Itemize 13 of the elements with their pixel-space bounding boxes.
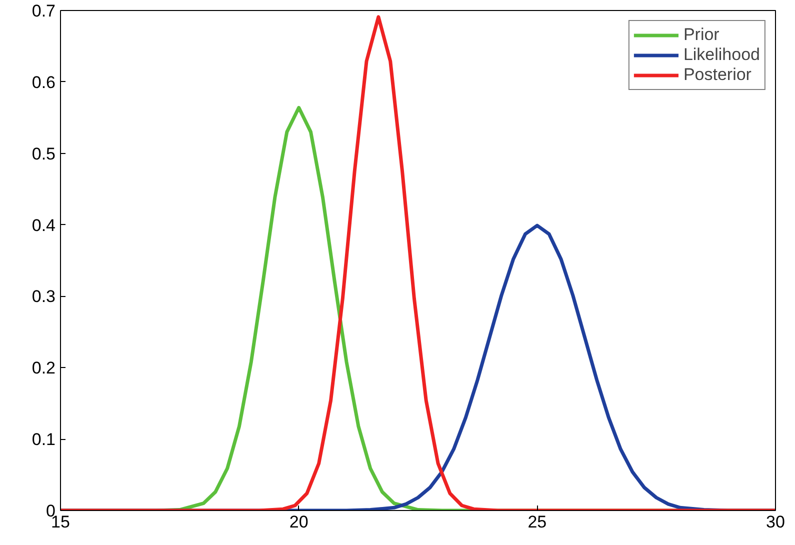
legend-label: Prior: [683, 25, 720, 45]
y-tick-label: 0.3: [32, 287, 56, 306]
y-tick-label: 0.5: [32, 144, 56, 164]
x-tick-label: 25: [528, 512, 547, 532]
y-tick-label: 0.2: [32, 358, 56, 378]
y-tick-label: 0.6: [32, 72, 56, 92]
x-tick-label: 30: [766, 512, 785, 532]
y-tick-label: 0.1: [32, 430, 56, 450]
legend-label: Likelihood: [683, 45, 760, 65]
y-tick-label: 0.7: [32, 2, 56, 20]
y-tick-label: 0.4: [32, 216, 56, 235]
x-tick-label: 20: [289, 512, 308, 532]
legend-label: Posterior: [683, 65, 752, 85]
